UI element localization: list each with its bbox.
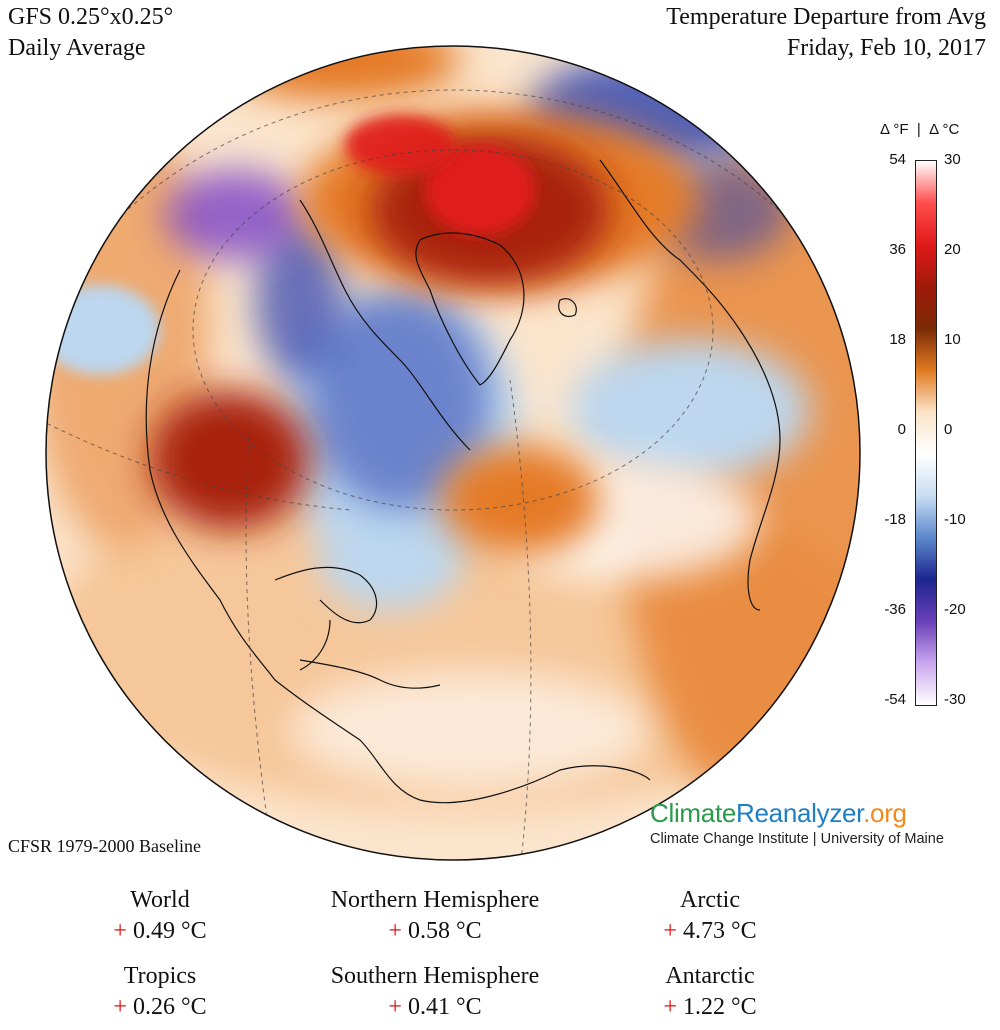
brand-subtitle: Climate Change Institute | University of… — [650, 831, 944, 847]
averaging-label: Daily Average — [8, 35, 146, 61]
coastlines — [145, 159, 781, 804]
stat-value: +0.58 °C — [388, 918, 482, 944]
stat-northern-hemisphere: Northern Hemisphere +0.58 °C — [285, 885, 585, 947]
header-left: GFS 0.25°x0.25° Daily Average — [8, 2, 173, 64]
baseline-note: CFSR 1979-2000 Baseline — [8, 836, 202, 856]
stat-value: +4.73 °C — [663, 918, 757, 944]
colorbar — [915, 160, 937, 706]
stat-label: Northern Hemisphere — [330, 887, 540, 913]
stat-southern-hemisphere: Southern Hemisphere +0.41 °C — [285, 961, 585, 1023]
colorbar-tick-c: 30 — [944, 151, 961, 168]
stat-value: +1.22 °C — [663, 994, 757, 1020]
colorbar-tick-f: 18 — [889, 331, 906, 348]
stat-label: Arctic — [680, 887, 740, 913]
colorbar-tick-c: 10 — [944, 331, 961, 348]
colorbar-tick-c: -30 — [944, 691, 966, 708]
stat-label: Southern Hemisphere — [330, 963, 540, 989]
colorbar-tick-f: 36 — [889, 241, 906, 258]
stat-label: Antarctic — [665, 963, 755, 989]
stat-antarctic: Antarctic +1.22 °C — [560, 961, 860, 1023]
stat-label: World — [130, 887, 190, 913]
graticule — [46, 79, 860, 860]
stat-value: +0.49 °C — [113, 918, 207, 944]
header-right: Temperature Departure from Avg Friday, F… — [666, 2, 986, 64]
brand-logo: ClimateReanalyzer.org — [650, 798, 907, 828]
colorbar-tick-f: 54 — [889, 151, 906, 168]
colorbar-tick-c: -10 — [944, 511, 966, 528]
map-title: Temperature Departure from Avg — [666, 4, 986, 30]
map-date: Friday, Feb 10, 2017 — [786, 35, 986, 61]
anomaly-field — [46, 46, 860, 810]
colorbar-title: Δ °F | Δ °C — [880, 121, 960, 138]
colorbar-tick-c: 20 — [944, 241, 961, 258]
stat-label: Tropics — [123, 963, 197, 989]
colorbar-tick-f: 0 — [897, 421, 906, 438]
colorbar-tick-c: -20 — [944, 601, 966, 618]
stat-value: +0.41 °C — [388, 994, 482, 1020]
stat-world: World +0.49 °C — [10, 885, 310, 947]
model-label: GFS 0.25°x0.25° — [8, 4, 174, 30]
stat-tropics: Tropics +0.26 °C — [10, 961, 310, 1023]
brand: ClimateReanalyzer.org Climate Change Ins… — [650, 798, 944, 847]
colorbar-tick-f: -54 — [884, 691, 906, 708]
globe-outline — [45, 45, 861, 861]
colorbar-tick-c: 0 — [944, 421, 953, 438]
stat-arctic: Arctic +4.73 °C — [560, 885, 860, 947]
colorbar-tick-f: -18 — [884, 511, 906, 528]
stat-value: +0.26 °C — [113, 994, 207, 1020]
colorbar-tick-f: -36 — [884, 601, 906, 618]
